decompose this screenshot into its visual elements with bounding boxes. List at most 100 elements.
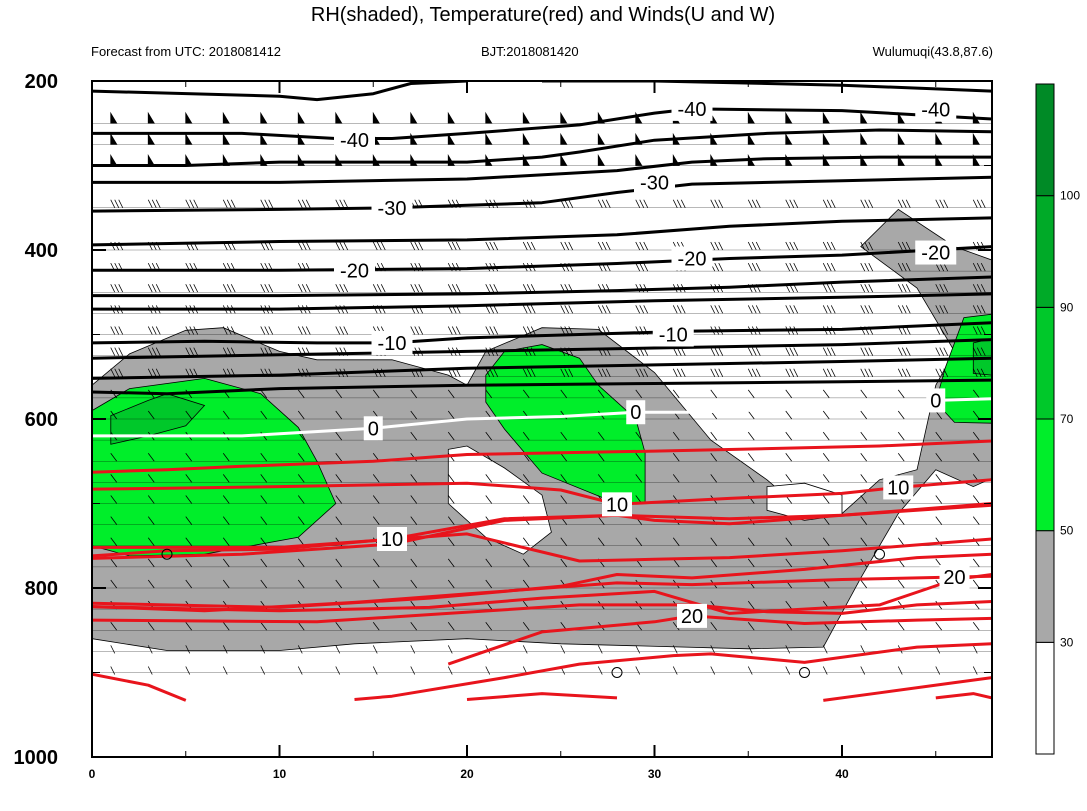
wind-barb	[260, 622, 268, 631]
wind-barb	[972, 199, 986, 208]
wind-barb	[485, 474, 493, 483]
wind-barb	[747, 389, 755, 399]
wind-barb	[860, 241, 874, 251]
wind-barb	[335, 111, 343, 124]
wind-barb	[222, 474, 230, 483]
wind-barb	[972, 558, 980, 568]
wind-barb	[110, 368, 124, 377]
contour-label: 20	[943, 567, 965, 589]
calm-wind-marker	[161, 548, 173, 560]
wind-barb	[935, 305, 949, 314]
wind-barb	[710, 558, 718, 568]
wind-barb	[972, 284, 986, 293]
wind-barb	[147, 622, 155, 631]
wind-barb	[185, 199, 199, 208]
colorbar-box	[1035, 306, 1055, 420]
wind-barb	[410, 622, 418, 631]
wind-barb	[860, 516, 868, 525]
wind-barb	[260, 645, 266, 654]
wind-barb	[147, 410, 155, 420]
wind-barb	[822, 132, 830, 145]
wind-barb	[672, 622, 680, 631]
wind-barb	[672, 645, 678, 654]
wind-barb	[785, 537, 793, 546]
wind-barb	[447, 474, 455, 483]
wind-barb	[560, 645, 566, 654]
wind-barb	[972, 645, 978, 654]
wind-barb	[972, 326, 986, 335]
wind-barb	[335, 241, 349, 251]
wind-barb	[410, 410, 418, 420]
wind-barb	[710, 347, 724, 356]
wind-barb	[747, 622, 755, 631]
wind-barb	[222, 495, 230, 504]
wind-barb	[147, 645, 153, 654]
wind-barb	[822, 368, 836, 377]
wind-barb	[972, 516, 980, 525]
wind-barb	[110, 453, 118, 462]
wind-barb	[897, 241, 911, 251]
wind-barb	[672, 305, 686, 314]
wind-barb	[785, 645, 791, 654]
temperature-line	[92, 672, 187, 702]
wind-barb	[897, 199, 911, 208]
wind-barb	[522, 558, 530, 568]
wind-barb	[335, 453, 343, 462]
wind-barb	[560, 368, 574, 377]
wind-barb	[672, 474, 680, 483]
wind-barb	[485, 622, 493, 631]
wind-barb	[260, 474, 268, 483]
wind-barb	[185, 537, 193, 546]
wind-barb	[935, 199, 949, 208]
wind-barb	[447, 516, 455, 525]
wind-barb	[710, 666, 716, 675]
contour-label-bg	[915, 240, 957, 265]
wind-barb	[260, 579, 268, 589]
wind-barb	[822, 453, 830, 462]
wind-barb	[410, 474, 418, 483]
wind-barb	[447, 241, 461, 251]
temperature-line	[92, 503, 992, 558]
temperature-line	[92, 128, 992, 167]
wind-barb	[222, 666, 228, 675]
wind-barb	[972, 410, 980, 420]
wind-barb	[222, 622, 230, 631]
wind-barb	[222, 453, 230, 462]
wind-barb	[860, 579, 868, 589]
wind-barb	[785, 558, 793, 568]
temperature-line	[823, 676, 992, 702]
wind-barb	[860, 537, 868, 546]
wind-barb	[260, 132, 268, 145]
wind-barb	[560, 537, 568, 546]
wind-barb	[822, 389, 830, 399]
chart-title: RH(shaded), Temperature(red) and Winds(U…	[311, 4, 775, 26]
wind-barb	[260, 111, 268, 124]
wind-barb	[110, 410, 118, 420]
wind-barb	[372, 516, 380, 525]
wind-barb	[147, 199, 161, 208]
wind-barb	[222, 537, 230, 546]
wind-barb	[335, 410, 343, 420]
wind-barb	[297, 326, 311, 335]
wind-barb	[935, 622, 943, 631]
x-tick-label: 10	[273, 767, 287, 781]
contour-label-bg	[939, 565, 970, 590]
wind-barb	[747, 474, 755, 483]
wind-barb	[222, 199, 236, 208]
wind-barb	[185, 111, 193, 124]
colorbar-box	[1035, 530, 1055, 643]
wind-barb	[522, 305, 536, 314]
wind-barb	[372, 241, 386, 251]
wind-barb	[485, 666, 491, 675]
wind-barb	[860, 666, 866, 675]
wind-barb	[410, 284, 424, 293]
wind-barb	[372, 666, 378, 675]
wind-barb	[147, 111, 155, 124]
wind-barb	[447, 558, 455, 568]
wind-barb	[972, 389, 980, 399]
wind-barb	[410, 431, 418, 441]
wind-barb	[185, 495, 193, 504]
wind-barb	[860, 368, 874, 377]
wind-barb	[260, 495, 268, 504]
wind-barb	[147, 453, 155, 462]
